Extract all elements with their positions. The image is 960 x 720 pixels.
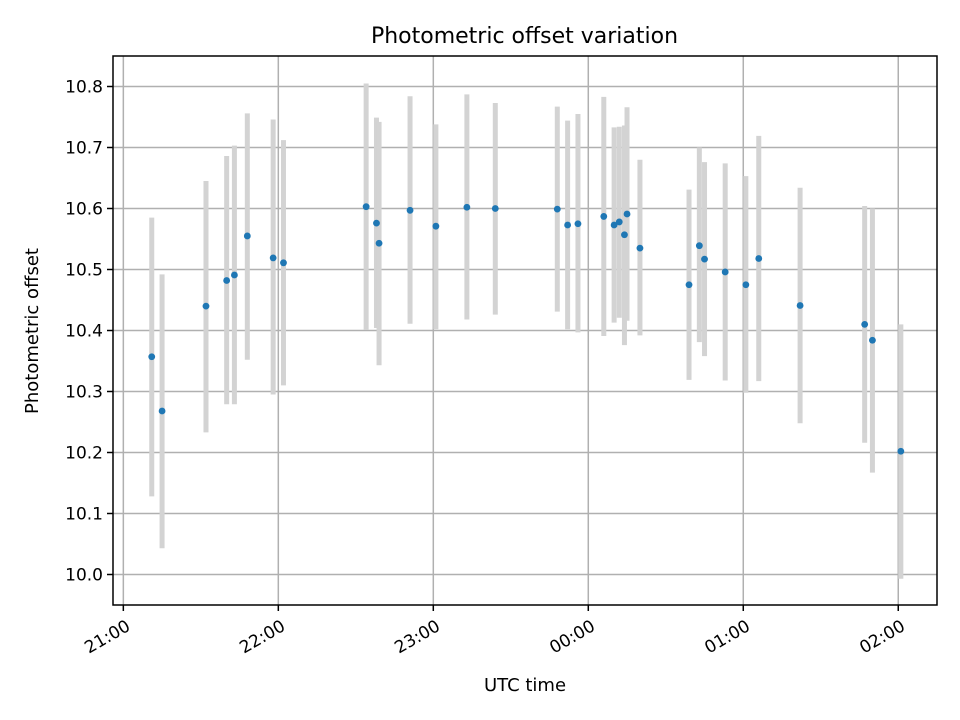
- data-point: [796, 302, 804, 309]
- data-point: [491, 205, 499, 212]
- y-axis-label: Photometric offset: [22, 248, 43, 414]
- y-tick-label: 10.5: [65, 261, 103, 281]
- data-point: [375, 239, 383, 247]
- data-point: [897, 447, 905, 455]
- x-axis-label: UTC time: [484, 675, 566, 696]
- data-point: [695, 242, 703, 250]
- data-point: [600, 213, 608, 220]
- data-point: [231, 271, 238, 279]
- data-point: [685, 281, 693, 289]
- data-point: [621, 231, 628, 239]
- data-point: [223, 277, 231, 284]
- data-point: [636, 244, 644, 252]
- data-point: [701, 255, 708, 263]
- data-point: [373, 219, 380, 227]
- data-point: [362, 203, 370, 211]
- data-point: [610, 221, 618, 229]
- y-tick-label: 10.7: [65, 139, 103, 159]
- data-point: [869, 336, 876, 344]
- data-point: [721, 268, 729, 276]
- data-point: [158, 407, 166, 415]
- data-point: [574, 220, 582, 228]
- data-point: [615, 218, 623, 226]
- data-point: [742, 281, 750, 289]
- data-point: [861, 321, 869, 328]
- y-tick-label: 10.8: [65, 78, 103, 98]
- data-point: [553, 205, 561, 213]
- y-tick-label: 10.6: [65, 200, 103, 220]
- data-point: [463, 203, 471, 211]
- y-tick-label: 10.3: [65, 383, 103, 403]
- data-point: [755, 255, 763, 262]
- y-tick-label: 10.4: [65, 322, 103, 342]
- y-tick-label: 10.2: [65, 444, 103, 464]
- data-point: [269, 254, 277, 262]
- data-point: [564, 221, 572, 229]
- y-tick-label: 10.1: [65, 505, 103, 525]
- data-point: [243, 232, 251, 240]
- data-point: [432, 222, 440, 230]
- data-point: [148, 353, 156, 361]
- data-point: [623, 210, 631, 218]
- data-point: [202, 302, 210, 310]
- chart-title: Photometric offset variation: [371, 24, 678, 49]
- y-axis: 10.0 10.1 10.2 10.3 10.4 10.5 10.6 10.7 10.8: [65, 78, 113, 586]
- data-point: [406, 206, 414, 214]
- data-points: [148, 203, 905, 455]
- y-tick-label: 10.0: [65, 566, 103, 586]
- data-point: [280, 259, 287, 267]
